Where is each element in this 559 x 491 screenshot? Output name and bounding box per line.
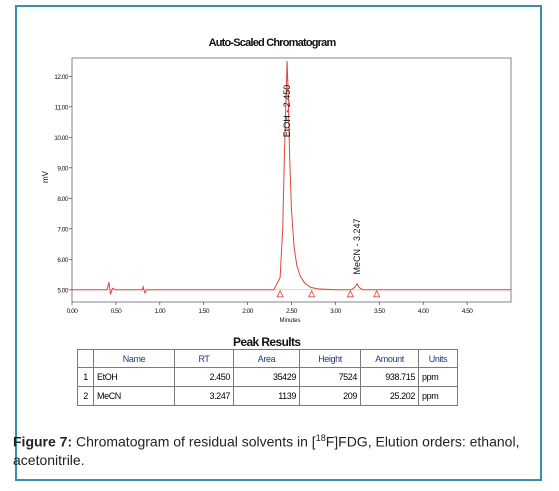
y-tick-label: 9.00 xyxy=(57,165,69,172)
table-header-height: Height xyxy=(299,349,361,368)
peak-boundary-marker xyxy=(308,289,316,298)
peak-boundary-marker xyxy=(346,289,354,298)
y-axis-label: mV xyxy=(41,170,50,183)
x-tick-label: 3.50 xyxy=(374,308,386,315)
y-tick-label: 10.00 xyxy=(54,135,69,142)
x-tick-label: 4.50 xyxy=(462,308,474,315)
peak-label: EtOH - 2.450 xyxy=(282,85,292,138)
table-header-name: Name xyxy=(93,349,175,368)
row-index: 1 xyxy=(77,367,94,387)
row-area: 1139 xyxy=(233,386,300,406)
caption-superscript: 18 xyxy=(315,433,326,443)
y-tick-label: 6.00 xyxy=(57,257,69,264)
table-header-amount: Amount xyxy=(360,349,419,368)
x-tick-label: 0.00 xyxy=(67,308,79,315)
peak-boundary-marker xyxy=(276,289,284,298)
caption-label: Figure 7: xyxy=(13,433,73,450)
x-axis-label: Minutes xyxy=(279,318,300,324)
caption-text-before: Chromatogram of residual solvents in [ xyxy=(72,433,316,450)
peak-boundary-marker xyxy=(373,289,381,298)
row-name: MeCN xyxy=(93,386,175,406)
y-tick-label: 12.00 xyxy=(54,74,69,81)
row-area: 35429 xyxy=(233,367,300,387)
table-row: 2 MeCN 3.247 1139 209 25.202 ppm xyxy=(77,386,458,406)
row-rt: 2.450 xyxy=(174,367,234,387)
x-tick-label: 4.00 xyxy=(418,308,430,315)
peak-results-table: Name RT Area Height Amount Units 1 EtOH … xyxy=(77,349,458,406)
table-row: 1 EtOH 2.450 35429 7524 938.715 ppm xyxy=(77,367,458,387)
x-tick-label: 2.00 xyxy=(242,308,254,315)
x-tick-label: 3.00 xyxy=(330,308,342,315)
peak-results-title: Peak Results xyxy=(233,335,301,349)
figure-caption: Figure 7: Chromatogram of residual solve… xyxy=(13,429,533,469)
row-name: EtOH xyxy=(93,367,175,387)
row-height: 7524 xyxy=(299,367,361,387)
chromatogram-trace xyxy=(72,60,511,295)
row-index: 2 xyxy=(77,386,94,406)
y-tick-label: 11.00 xyxy=(55,104,69,111)
y-tick-label: 7.00 xyxy=(57,226,69,233)
row-units: ppm xyxy=(418,367,458,387)
peak-label: MeCN - 3.247 xyxy=(352,219,362,275)
y-tick-label: 8.00 xyxy=(57,196,69,203)
table-header-row: Name RT Area Height Amount Units xyxy=(77,349,458,368)
x-tick-label: 1.50 xyxy=(198,308,210,315)
table-header-index xyxy=(77,349,94,368)
x-tick-label: 1.00 xyxy=(154,308,166,315)
x-tick-label: 0.50 xyxy=(111,308,123,315)
caption-text-after: F]FDG, Elution orders: ethanol, acetonit… xyxy=(13,433,520,468)
x-tick-label: 2.50 xyxy=(286,308,298,315)
row-amount: 25.202 xyxy=(360,386,419,406)
table-header-rt: RT xyxy=(174,349,234,368)
row-amount: 938.715 xyxy=(360,367,419,387)
y-tick-label: 5.00 xyxy=(57,287,69,294)
chart-title: Auto-Scaled Chromatogram xyxy=(209,37,337,49)
row-rt: 3.247 xyxy=(174,386,234,406)
table-header-area: Area xyxy=(233,349,300,368)
row-units: ppm xyxy=(418,386,458,406)
row-height: 209 xyxy=(299,386,361,406)
table-header-units: Units xyxy=(418,349,458,368)
